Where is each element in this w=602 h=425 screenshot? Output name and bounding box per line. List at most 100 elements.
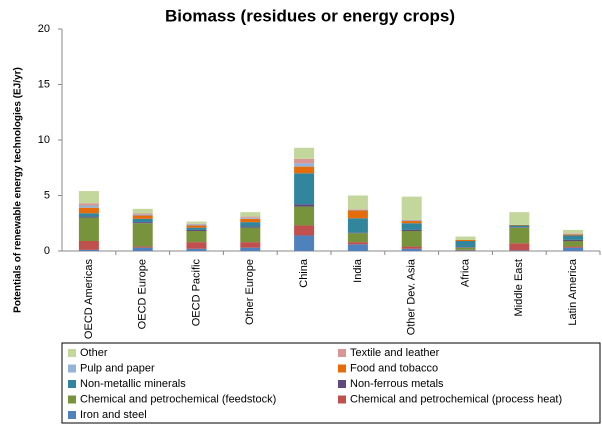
bar-segment <box>509 227 530 244</box>
bar-segment <box>78 217 99 242</box>
legend-label: Non-ferrous metals <box>350 378 444 390</box>
x-tick-label: India <box>352 258 364 283</box>
bar-segment <box>455 250 476 251</box>
legend-swatch <box>68 411 76 419</box>
legend-label: Chemical and petrochemical (feedstock) <box>80 393 276 405</box>
bar-segment <box>401 196 422 220</box>
x-tick-label: Middle East <box>513 259 525 316</box>
bar-segment <box>240 247 261 251</box>
bar-segment <box>563 239 584 242</box>
bar-segment <box>186 221 207 224</box>
bar-segment <box>563 241 584 247</box>
bar-segment <box>132 246 153 248</box>
bar-segment <box>509 212 530 225</box>
x-tick-label: Latin America <box>567 258 579 326</box>
x-tick-label: OECD Pacific <box>190 259 202 327</box>
legend-label: Non-metallic minerals <box>80 378 186 390</box>
y-tick-label: 5 <box>44 189 50 201</box>
legend-box <box>61 342 601 424</box>
bar-segment <box>78 249 99 251</box>
legend-label: Food and tobacco <box>350 362 438 374</box>
bar-segment <box>240 218 261 223</box>
legend-swatch <box>338 395 346 404</box>
bar-segment <box>401 223 422 230</box>
bar-segment <box>132 223 153 247</box>
bar-segment <box>509 227 530 228</box>
legend-label: Iron and steel <box>80 409 147 421</box>
bar-segment <box>347 232 368 234</box>
bar-segment <box>294 166 315 174</box>
y-tick-label: 15 <box>38 78 50 90</box>
bar-segment <box>347 195 368 210</box>
bar-segment <box>78 191 99 204</box>
bar-segment <box>401 229 422 232</box>
bar-segment <box>455 239 476 242</box>
bar-segment <box>563 235 584 240</box>
bar-segment <box>401 231 422 247</box>
bar-segment <box>186 224 207 226</box>
legend-swatch <box>338 364 346 373</box>
legend-label: Chemical and petrochemical (process heat… <box>350 393 562 405</box>
y-tick-label: 10 <box>38 134 50 146</box>
bar-segment <box>455 247 476 250</box>
bar-segment <box>186 242 207 249</box>
bar-segment <box>78 213 99 217</box>
bar-segment <box>132 208 153 214</box>
bar-segment <box>455 241 476 248</box>
x-tick-label: Other Dev. Asia <box>406 258 418 335</box>
bar-segment <box>294 204 315 207</box>
bar-segment <box>563 233 584 235</box>
legend-swatch <box>68 395 76 404</box>
y-axis-label: Potentials of renewable energy technolog… <box>13 67 24 313</box>
bar-segment <box>563 247 584 251</box>
legend-label: Pulp and paper <box>80 362 155 374</box>
bar-segment <box>78 203 99 206</box>
bar-segment <box>240 216 261 218</box>
bar-segment <box>132 215 153 219</box>
bar-segment <box>509 243 530 251</box>
bar-segment <box>186 223 207 225</box>
bar-segment <box>186 231 207 243</box>
bar-segment <box>186 248 207 251</box>
bar-segment <box>455 247 476 248</box>
legend-swatch <box>338 380 346 388</box>
bar-segment <box>132 218 153 223</box>
x-tick-label: OECD Europe <box>137 259 149 329</box>
bar-segment <box>240 222 261 227</box>
x-tick-label: Other Europe <box>244 259 256 325</box>
bar-segment <box>347 244 368 251</box>
bar-segment <box>294 206 315 226</box>
bar-segment <box>294 147 315 159</box>
bar-segment <box>132 247 153 251</box>
bar-segment <box>509 225 530 228</box>
bar-segment <box>347 242 368 245</box>
bar-segment <box>401 248 422 251</box>
bar-segment <box>240 227 261 243</box>
bar-segment <box>401 220 422 222</box>
bar-segment <box>294 163 315 167</box>
bar-segment <box>240 217 261 219</box>
x-tick-label: Africa <box>459 258 471 287</box>
bar-segment <box>347 209 368 210</box>
bar-segment <box>132 214 153 216</box>
bar-segment <box>509 250 530 251</box>
legend-swatch <box>68 380 76 388</box>
y-tick-label: 0 <box>44 245 50 257</box>
bar-segment <box>455 249 476 251</box>
bar-segment <box>563 229 584 234</box>
bar-segment <box>347 209 368 211</box>
bar-segment <box>294 158 315 164</box>
legend-swatch <box>68 349 76 357</box>
bar-segment <box>78 205 99 208</box>
bar-segment <box>455 236 476 240</box>
bar-segment <box>186 225 207 228</box>
bar-segment <box>294 225 315 236</box>
bar-segment <box>509 224 530 226</box>
legend-swatch <box>338 349 346 357</box>
bar-segment <box>186 227 207 230</box>
x-tick-label: OECD Americas <box>83 259 95 340</box>
bar-segment <box>294 173 315 205</box>
bar-segment <box>240 226 261 228</box>
y-tick-label: 20 <box>38 23 50 35</box>
bar-segment <box>240 242 261 248</box>
